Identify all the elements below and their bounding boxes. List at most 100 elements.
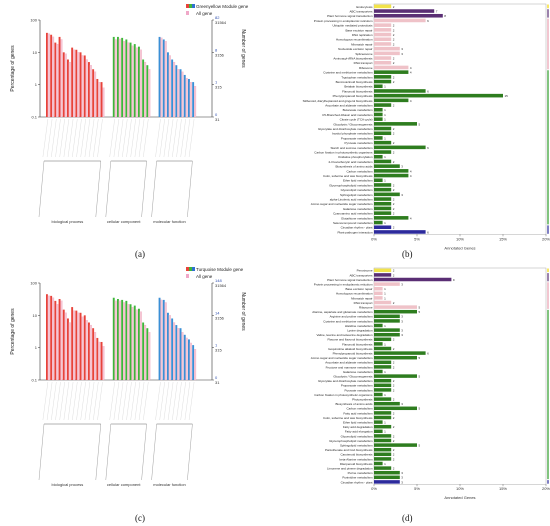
category-tick (188, 381, 195, 421)
pathway-value-label: 5 (419, 305, 421, 309)
group-label: molecular function (153, 219, 185, 224)
legend-swatch (186, 4, 189, 8)
pathway-label: Purine metabolism (348, 471, 373, 475)
pathway-label: Glycerolipid metabolism (341, 434, 373, 438)
bar-module (167, 52, 169, 118)
bar-module (88, 62, 90, 117)
pathway-label: alpha-Linolenic acid metabolism (330, 197, 373, 201)
pathway-label: Amino sugar and nucleotide sugar metabol… (311, 356, 373, 360)
pathway-value-label: 4 (410, 174, 412, 178)
bar-module (58, 36, 61, 117)
pathway-label: Glyoxylate and dicarboxylate metabolism (318, 127, 373, 131)
pathway-bar (374, 434, 392, 438)
bar-module (79, 52, 82, 118)
pathway-value-label: 4 (410, 66, 412, 70)
bar-module (167, 312, 169, 380)
pathway-bar (374, 37, 392, 42)
pathway-bar (374, 300, 392, 305)
pathway-label: Peroxisome (357, 269, 373, 273)
y2-tick-label-module: 1 (215, 80, 218, 85)
pathway-label: Pyrimidine metabolism (342, 476, 373, 480)
y2-tick-label-module: 8 (215, 47, 218, 52)
bar-all (47, 33, 50, 118)
pathway-label: Histidine metabolism (345, 324, 373, 328)
pathway-value-label: 9 (453, 278, 455, 282)
bar-module (75, 310, 78, 380)
pathway-label: Glyoxylate and dicarboxylate metabolism (318, 379, 373, 383)
pathway-value-label: 2 (393, 212, 395, 216)
panel-label-b: (b) (402, 249, 413, 259)
category-tick (163, 118, 170, 158)
pathway-label: Inositol phosphate metabolism (332, 132, 373, 136)
bar-all (68, 322, 71, 381)
pathway-bar (374, 337, 392, 342)
bar-all (47, 295, 50, 381)
pathway-label: Selenocompound metabolism (333, 221, 373, 225)
pathway-bar (374, 406, 417, 411)
pathway-bar (374, 461, 383, 466)
panel-b-kegg-chart: Cellular ProcessesEnvironmental Informat… (303, 3, 550, 250)
bar-all (194, 349, 197, 381)
pathway-value-label: 6 (427, 19, 429, 23)
pathway-bar (374, 89, 426, 93)
pathway-label: Plant hormone signal transduction (327, 278, 373, 282)
group-bracket-side (38, 160, 101, 218)
pathway-bar (374, 296, 383, 300)
category-tick (76, 381, 82, 421)
pathway-value-label: 2 (393, 457, 395, 461)
bar-all (173, 61, 176, 118)
group-label: cellular component (107, 219, 141, 224)
pathway-value-label: 6 (427, 89, 429, 93)
pathway-bar (374, 150, 392, 154)
pathway-bar (374, 305, 417, 309)
bar-all (93, 71, 97, 118)
pathway-label: Arginine and proline metabolism (330, 315, 373, 319)
bar-all (77, 52, 80, 118)
bar-all (98, 341, 101, 381)
category-tick (117, 118, 124, 158)
pathway-label: Butanoate metabolism (343, 108, 373, 112)
pathway-bar (374, 424, 392, 429)
pathway-value-label: 2 (393, 183, 395, 187)
group-bracket-side (151, 160, 193, 218)
pathway-value-label: 1 (384, 108, 386, 112)
bar-all (60, 300, 63, 381)
category-tick (167, 118, 174, 158)
pathway-bar (374, 103, 392, 107)
pathway-label: Biosynthesis of amino acids (335, 402, 373, 406)
pathway-value-label: 1 (384, 136, 386, 140)
pathway-bar (374, 457, 392, 461)
category-tick (59, 381, 65, 421)
category-tick (80, 381, 86, 421)
pathway-label: Isoquinoline alkaloid biosynthesis (328, 347, 373, 351)
pathway-label: Cutin, suberine and wax biosynthesis (323, 174, 373, 178)
pathway-bar (374, 475, 400, 480)
category-tick (63, 118, 70, 158)
pathway-bar (374, 383, 392, 388)
pathway-value-label: 6 (427, 230, 429, 234)
pathway-label: ABC transporters (349, 9, 373, 13)
y-tick-label: 10 (33, 313, 38, 318)
panel-label-c: (c) (135, 513, 145, 523)
pathway-label: Benzoxazinoid biosynthesis (336, 80, 373, 84)
pathway-bar (374, 230, 426, 234)
pathway-value-label: 2 (393, 207, 395, 211)
pathway-value-label: 2 (393, 56, 395, 60)
pathway-label: Alanine, aspartate and glutamate metabol… (312, 310, 373, 314)
pathway-bar (374, 411, 392, 415)
bar-all (114, 300, 117, 381)
pathway-value-label: 2 (393, 301, 395, 305)
pathway-bar (374, 277, 452, 282)
y-tick-label: 10 (33, 50, 38, 55)
pathway-bar (374, 112, 383, 117)
pathway-label: Cysteine and methionine metabolism (323, 71, 373, 75)
pathway-value-label: 2 (393, 379, 395, 383)
category-tick (109, 118, 115, 158)
pathway-value-label: 1 (384, 393, 386, 397)
group-bracket-side (105, 423, 147, 481)
group-bracket-side (38, 423, 101, 481)
pathway-label: Oxidative phosphorylation (338, 155, 373, 159)
bar-all (127, 304, 130, 381)
